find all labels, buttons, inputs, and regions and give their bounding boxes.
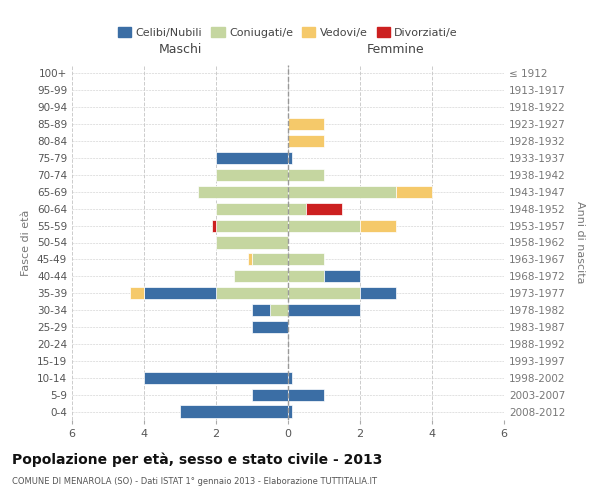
Bar: [198, 186, 288, 198]
Bar: [288, 406, 292, 417]
Legend: Celibi/Nubili, Coniugati/e, Vedovi/e, Divorziati/e: Celibi/Nubili, Coniugati/e, Vedovi/e, Di…: [113, 22, 463, 42]
Bar: [180, 406, 288, 417]
Y-axis label: Fasce di età: Fasce di età: [22, 210, 31, 276]
Bar: [270, 304, 288, 316]
Bar: [396, 186, 432, 198]
Bar: [288, 135, 324, 147]
Bar: [288, 372, 292, 384]
Y-axis label: Anni di nascita: Anni di nascita: [575, 201, 585, 284]
Bar: [360, 287, 396, 300]
Bar: [252, 388, 288, 400]
Bar: [216, 202, 288, 215]
Bar: [216, 169, 288, 181]
Bar: [288, 152, 292, 164]
Bar: [252, 321, 288, 333]
Text: Maschi: Maschi: [158, 43, 202, 56]
Bar: [360, 220, 396, 232]
Bar: [288, 202, 306, 215]
Text: COMUNE DI MENAROLA (SO) - Dati ISTAT 1° gennaio 2013 - Elaborazione TUTTITALIA.I: COMUNE DI MENAROLA (SO) - Dati ISTAT 1° …: [12, 478, 377, 486]
Bar: [234, 270, 288, 282]
Bar: [288, 304, 360, 316]
Bar: [130, 287, 144, 300]
Bar: [288, 388, 324, 400]
Bar: [212, 220, 216, 232]
Bar: [288, 270, 324, 282]
Bar: [288, 287, 360, 300]
Bar: [288, 220, 360, 232]
Text: Femmine: Femmine: [367, 43, 425, 56]
Bar: [288, 169, 324, 181]
Bar: [288, 118, 324, 130]
Text: Popolazione per età, sesso e stato civile - 2013: Popolazione per età, sesso e stato civil…: [12, 452, 382, 467]
Bar: [306, 202, 342, 215]
Bar: [324, 270, 360, 282]
Bar: [216, 236, 288, 248]
Bar: [252, 304, 270, 316]
Bar: [144, 287, 216, 300]
Bar: [216, 152, 288, 164]
Bar: [144, 372, 288, 384]
Bar: [216, 287, 288, 300]
Bar: [288, 254, 324, 266]
Bar: [248, 254, 252, 266]
Bar: [216, 220, 288, 232]
Bar: [252, 254, 288, 266]
Bar: [288, 186, 396, 198]
